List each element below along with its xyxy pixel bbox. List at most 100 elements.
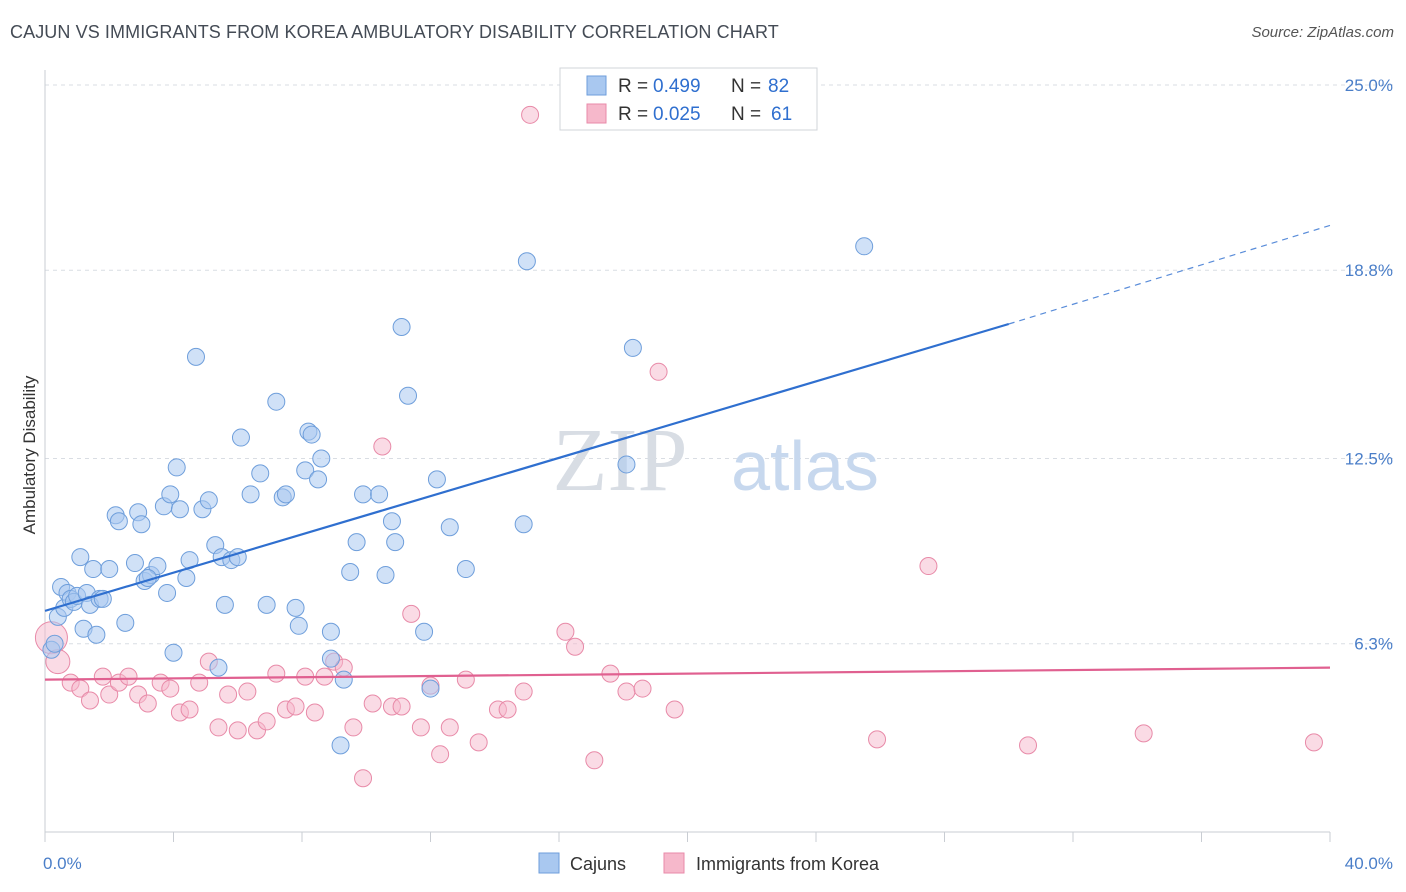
korea-point-50 — [585, 751, 604, 770]
y-tick-label-2: 18.8% — [1345, 261, 1393, 280]
cajun-point-37 — [199, 491, 218, 510]
korea-point-6 — [100, 685, 119, 704]
korea-point-22 — [257, 712, 276, 731]
chart-title: CAJUN VS IMMIGRANTS FROM KOREA AMBULATOR… — [10, 22, 779, 42]
cajun-point-53 — [296, 461, 315, 480]
cajun-points — [42, 237, 874, 755]
korea-point-57 — [919, 557, 938, 576]
korea-point-27 — [305, 703, 324, 722]
cajun-point-75 — [514, 515, 533, 534]
cajun-point-17 — [100, 560, 119, 579]
bottom-legend-cajuns: Cajuns — [570, 854, 626, 874]
cajun-point-48 — [267, 392, 286, 411]
cajun-point-26 — [148, 557, 167, 576]
grid-lines — [45, 84, 1395, 645]
legend-r-label-2: R = — [618, 104, 648, 125]
korea-point-56 — [868, 730, 887, 749]
cajun-point-74 — [456, 560, 475, 579]
korea-point-58 — [1019, 736, 1038, 755]
cajun-point-58 — [321, 622, 340, 641]
korea-point-47 — [521, 105, 540, 124]
cajun-point-50 — [276, 485, 295, 504]
legend-n-value-2: 61 — [771, 104, 792, 125]
cajun-point-77 — [617, 455, 636, 474]
cajun-point-68 — [392, 317, 411, 336]
cajun-point-19 — [109, 512, 128, 531]
korea-point-19 — [228, 721, 247, 740]
cajun-trend-line — [44, 322, 1010, 612]
cajun-point-52 — [289, 616, 308, 635]
cajun-point-13 — [84, 560, 103, 579]
korea-point-33 — [363, 694, 382, 713]
korea-point-46 — [514, 682, 533, 701]
cajun-point-64 — [370, 485, 389, 504]
korea-point-36 — [392, 697, 411, 716]
x-tick-label-0: 0.0% — [43, 854, 82, 873]
watermark: ZIP atlas — [553, 411, 879, 510]
cajun-point-65 — [376, 566, 395, 585]
cajun-point-61 — [341, 563, 360, 582]
korea-point-31 — [344, 718, 363, 737]
korea-point-48 — [556, 622, 575, 641]
cajun-point-69 — [399, 386, 418, 405]
cajun-point-70 — [415, 622, 434, 641]
trend-lines — [44, 224, 1331, 681]
korea-point-59 — [1134, 724, 1153, 743]
cajun-point-67 — [386, 533, 405, 552]
legend-n-label-1: N = — [731, 76, 761, 97]
korea-point-12 — [161, 679, 180, 698]
cajun-point-31 — [167, 458, 186, 477]
korea-point-5 — [93, 667, 112, 686]
cajun-point-80 — [331, 736, 350, 755]
cajun-point-56 — [309, 470, 328, 489]
source-label: Source: ZipAtlas.com — [1251, 24, 1394, 41]
y-tick-label-3: 25.0% — [1345, 76, 1393, 95]
korea-point-14 — [180, 700, 199, 719]
cajun-point-73 — [440, 518, 459, 537]
korea-point-43 — [469, 733, 488, 752]
legend-n-label-2: N = — [731, 104, 761, 125]
bottom-legend-swatch-cajuns — [538, 852, 560, 874]
cajun-point-39 — [209, 658, 228, 677]
cajun-point-20 — [116, 613, 135, 632]
cajun-point-21 — [125, 554, 144, 573]
cajun-point-55 — [302, 425, 321, 444]
korea-point-8 — [119, 667, 138, 686]
cajun-point-76 — [517, 252, 536, 271]
cajun-point-46 — [251, 464, 270, 483]
korea-point-55 — [665, 700, 684, 719]
y-tick-labels: 6.3% 12.5% 18.8% 25.0% — [1345, 76, 1393, 654]
korea-point-38 — [411, 718, 430, 737]
cajun-point-57 — [312, 449, 331, 468]
korea-point-32 — [354, 769, 373, 788]
cajun-point-71 — [421, 679, 440, 698]
legend-r-value-1: 0.499 — [653, 76, 701, 97]
korea-point-18 — [219, 685, 238, 704]
cajun-point-30 — [164, 643, 183, 662]
korea-point-60 — [1304, 733, 1323, 752]
korea-point-45 — [498, 700, 517, 719]
axes — [44, 70, 1331, 842]
korea-point-4 — [80, 691, 99, 710]
y-tick-label-0: 6.3% — [1354, 635, 1393, 654]
cajun-point-45 — [241, 485, 260, 504]
cajun-point-44 — [231, 428, 250, 447]
cajun-point-51 — [286, 598, 305, 617]
legend-swatch-korea — [586, 103, 607, 124]
bottom-legend-swatch-korea — [663, 852, 685, 874]
x-tick-label-1: 40.0% — [1345, 854, 1393, 873]
cajun-point-9 — [71, 548, 90, 567]
korea-point-54 — [649, 362, 668, 381]
korea-point-17 — [209, 718, 228, 737]
korea-point-40 — [431, 745, 450, 764]
cajun-point-1 — [45, 634, 64, 653]
korea-point-20 — [238, 682, 257, 701]
cajun-point-29 — [161, 485, 180, 504]
cajun-point-32 — [170, 500, 189, 519]
cajun-point-41 — [215, 595, 234, 614]
legend-n-value-1: 82 — [768, 76, 789, 97]
cajun-point-62 — [347, 533, 366, 552]
cajun-point-47 — [257, 595, 276, 614]
korea-point-34 — [373, 437, 392, 456]
